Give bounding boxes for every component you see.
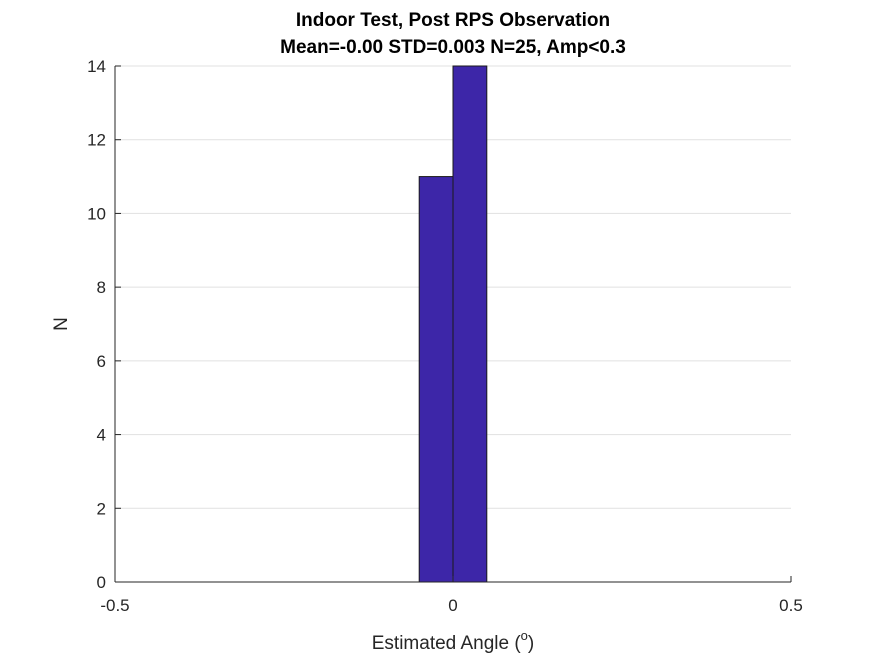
y-tick-label: 12 (87, 131, 106, 150)
x-axis-label-text: Estimated Angle ( (372, 633, 522, 654)
y-tick-label: 6 (97, 352, 106, 371)
y-tick-label: 14 (87, 57, 106, 76)
y-tick-label: 0 (97, 573, 106, 592)
x-tick-label: 0 (448, 596, 457, 615)
histogram-bars (418, 65, 488, 583)
chart-title-line2: Mean=-0.00 STD=0.003 N=25, Amp<0.3 (280, 37, 626, 58)
x-tick-label: -0.5 (100, 596, 129, 615)
y-tick-label: 4 (97, 426, 106, 445)
y-tick-label: 8 (97, 278, 106, 297)
axes (114, 65, 792, 583)
x-tick-label: 0.5 (779, 596, 803, 615)
y-axis-label: N (51, 317, 72, 331)
y-tick-label: 2 (97, 499, 106, 518)
x-axis-label-close: ) (528, 633, 534, 654)
x-axis-label: Estimated Angle (o) (372, 628, 534, 654)
tick-labels: 0 2 4 6 8 10 12 14 -0.5 0 0.5 (87, 57, 803, 615)
histogram-bar (452, 65, 488, 583)
y-tick-label: 10 (87, 204, 106, 223)
x-axis-label-superscript: o (521, 628, 528, 643)
histogram-bar (418, 176, 454, 583)
chart-title-line1: Indoor Test, Post RPS Observation (296, 10, 610, 31)
